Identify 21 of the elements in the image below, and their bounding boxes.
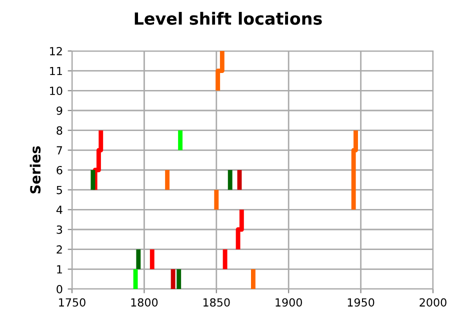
y-tick-label: 3	[56, 225, 62, 234]
x-tick-label: 1900	[276, 298, 302, 307]
x-tick-label: 1750	[59, 298, 86, 307]
y-tick-label: 5	[56, 186, 62, 194]
x-tick-label: 2000	[420, 298, 446, 307]
y-axis-title: Series	[30, 146, 41, 194]
y-tick-label: 6	[56, 166, 62, 174]
y-tick-label: 8	[56, 126, 62, 135]
y-tick-label: 12	[50, 46, 62, 56]
x-tick-label: 1800	[131, 298, 158, 307]
x-tick-label: 1950	[348, 298, 374, 307]
chart-title: Level shift locations	[134, 12, 322, 25]
y-tick-label: 1	[57, 265, 62, 274]
y-tick-label: 7	[56, 146, 62, 154]
y-tick-label: 11	[50, 66, 62, 76]
y-tick-label: 10	[50, 86, 62, 96]
y-tick-label: 2	[56, 245, 62, 254]
y-tick-label: 4	[56, 206, 62, 214]
y-tick-label: 0	[56, 284, 62, 294]
x-tick-label: 1850	[203, 298, 230, 307]
y-tick-label: 9	[56, 106, 62, 115]
